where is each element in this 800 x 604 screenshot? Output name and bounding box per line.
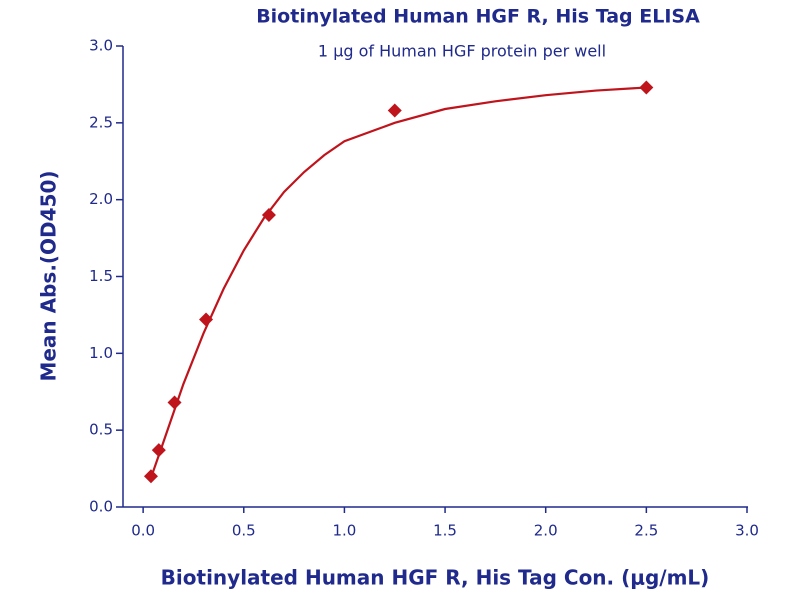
chart-subtitle: 1 μg of Human HGF protein per well xyxy=(318,42,606,61)
data-point xyxy=(639,80,654,95)
fit-curve xyxy=(149,86,647,479)
x-tick-label: 1.0 xyxy=(332,522,356,540)
y-tick-label: 0.0 xyxy=(89,498,113,516)
data-point xyxy=(387,103,402,118)
y-axis-title: Mean Abs.(OD450) xyxy=(37,170,61,381)
y-tick-label: 1.5 xyxy=(89,267,113,285)
y-tick-label: 2.5 xyxy=(89,113,113,131)
data-point xyxy=(143,469,158,484)
data-point xyxy=(261,208,276,223)
data-point xyxy=(199,312,214,327)
y-tick-label: 2.0 xyxy=(89,190,113,208)
x-tick-label: 1.5 xyxy=(433,522,457,540)
x-tick-label: 0.5 xyxy=(232,522,256,540)
y-tick-label: 1.0 xyxy=(89,344,113,362)
x-tick-label: 3.0 xyxy=(735,522,759,540)
x-axis-title: Biotinylated Human HGF R, His Tag Con. (… xyxy=(161,566,710,590)
chart-title: Biotinylated Human HGF R, His Tag ELISA xyxy=(256,6,700,28)
y-tick-label: 0.5 xyxy=(89,421,113,439)
data-point xyxy=(151,443,166,458)
x-tick-label: 0.0 xyxy=(131,522,155,540)
y-tick-label: 3.0 xyxy=(89,37,113,55)
x-tick-label: 2.5 xyxy=(634,522,658,540)
x-tick-label: 2.0 xyxy=(534,522,558,540)
data-point xyxy=(167,395,182,410)
